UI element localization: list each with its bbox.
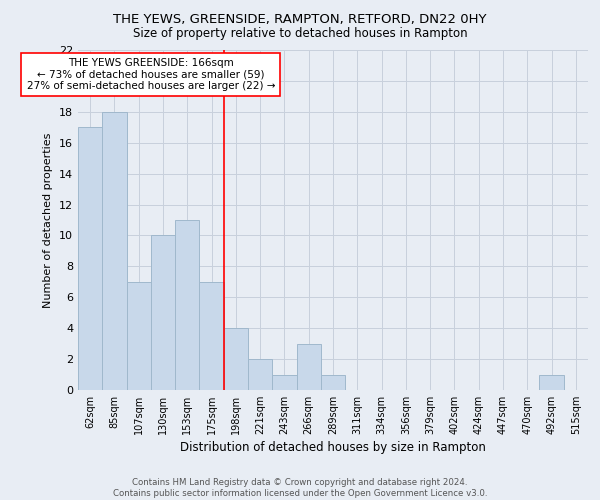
- Bar: [199, 282, 224, 390]
- Bar: [248, 359, 272, 390]
- Bar: [127, 282, 151, 390]
- Text: THE YEWS GREENSIDE: 166sqm
← 73% of detached houses are smaller (59)
27% of semi: THE YEWS GREENSIDE: 166sqm ← 73% of deta…: [26, 58, 275, 91]
- Bar: [102, 112, 127, 390]
- Text: Contains HM Land Registry data © Crown copyright and database right 2024.
Contai: Contains HM Land Registry data © Crown c…: [113, 478, 487, 498]
- X-axis label: Distribution of detached houses by size in Rampton: Distribution of detached houses by size …: [180, 441, 486, 454]
- Bar: [78, 128, 102, 390]
- Y-axis label: Number of detached properties: Number of detached properties: [43, 132, 53, 308]
- Bar: [175, 220, 199, 390]
- Bar: [224, 328, 248, 390]
- Bar: [296, 344, 321, 390]
- Bar: [539, 374, 564, 390]
- Text: THE YEWS, GREENSIDE, RAMPTON, RETFORD, DN22 0HY: THE YEWS, GREENSIDE, RAMPTON, RETFORD, D…: [113, 12, 487, 26]
- Bar: [321, 374, 345, 390]
- Bar: [272, 374, 296, 390]
- Bar: [151, 236, 175, 390]
- Text: Size of property relative to detached houses in Rampton: Size of property relative to detached ho…: [133, 28, 467, 40]
